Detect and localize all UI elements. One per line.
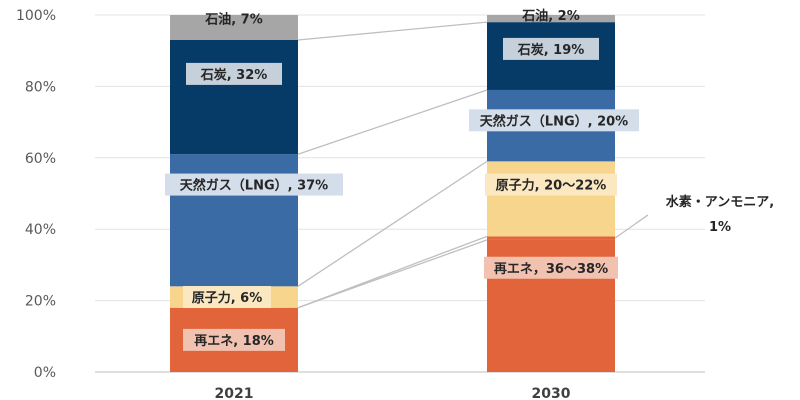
data-label: 石炭, 32% bbox=[186, 62, 282, 85]
data-label-text: 1% bbox=[709, 220, 731, 235]
bar-segment-oil bbox=[170, 15, 298, 40]
data-label-text: 天然ガス（LNG）, 37% bbox=[180, 178, 328, 194]
bar-segment-oil bbox=[487, 15, 615, 23]
data-label-text: 原子力, 6% bbox=[192, 290, 263, 306]
bar-segment-coal bbox=[170, 39, 298, 155]
data-label-box bbox=[183, 328, 285, 351]
data-label: 石油, 2% bbox=[521, 8, 580, 24]
connector-line bbox=[297, 160, 488, 287]
data-label: 天然ガス（LNG）, 20% bbox=[469, 109, 639, 132]
data-label: 石炭, 19% bbox=[503, 37, 599, 60]
data-label-text: 再エネ, 18% bbox=[194, 334, 274, 349]
bar-segment-hydrogen bbox=[487, 236, 615, 240]
data-label: 原子力, 20～22% bbox=[485, 173, 617, 196]
data-label: 水素・アンモニア, 1% bbox=[614, 194, 774, 239]
bar-segment-nuclear bbox=[487, 161, 615, 237]
data-label-box bbox=[484, 256, 618, 279]
x-tick-label: 2030 bbox=[532, 386, 571, 400]
data-label-text: 原子力, 20～22% bbox=[496, 178, 607, 194]
data-label-text: 水素・アンモニア, bbox=[666, 194, 774, 210]
y-tick-label: 40% bbox=[25, 222, 56, 238]
data-label: 石油, 7% bbox=[204, 12, 263, 28]
y-tick-label: 80% bbox=[25, 79, 56, 95]
data-label-box bbox=[485, 173, 617, 196]
data-label: 原子力, 6% bbox=[183, 286, 271, 309]
connector-line bbox=[297, 235, 488, 309]
data-label-text: 石油, 7% bbox=[204, 12, 263, 28]
data-label-box bbox=[469, 109, 639, 132]
y-tick-label: 20% bbox=[25, 294, 56, 310]
data-label: 天然ガス（LNG）, 37% bbox=[165, 173, 343, 196]
data-label-box bbox=[183, 286, 271, 309]
y-tick-label: 60% bbox=[25, 151, 56, 167]
data-label-text: 石油, 2% bbox=[521, 8, 580, 24]
callout-line bbox=[614, 214, 649, 239]
y-tick-label: 0% bbox=[34, 365, 56, 381]
data-label-text: 石炭, 32% bbox=[200, 67, 268, 83]
data-label-box bbox=[165, 173, 343, 196]
data-label-text: 天然ガス（LNG）, 20% bbox=[480, 113, 628, 129]
connector-line bbox=[297, 21, 488, 41]
data-label: 再エネ, 18% bbox=[183, 328, 285, 351]
connector-line bbox=[297, 89, 488, 155]
y-tick-label: 100% bbox=[16, 8, 56, 24]
data-label-box bbox=[186, 62, 282, 85]
data-label: 再エネ，36～38% bbox=[484, 256, 618, 279]
x-tick-label: 2021 bbox=[215, 386, 254, 400]
data-label-text: 再エネ，36～38% bbox=[494, 262, 608, 277]
data-label-box bbox=[503, 37, 599, 60]
data-label-text: 石炭, 19% bbox=[517, 42, 585, 58]
